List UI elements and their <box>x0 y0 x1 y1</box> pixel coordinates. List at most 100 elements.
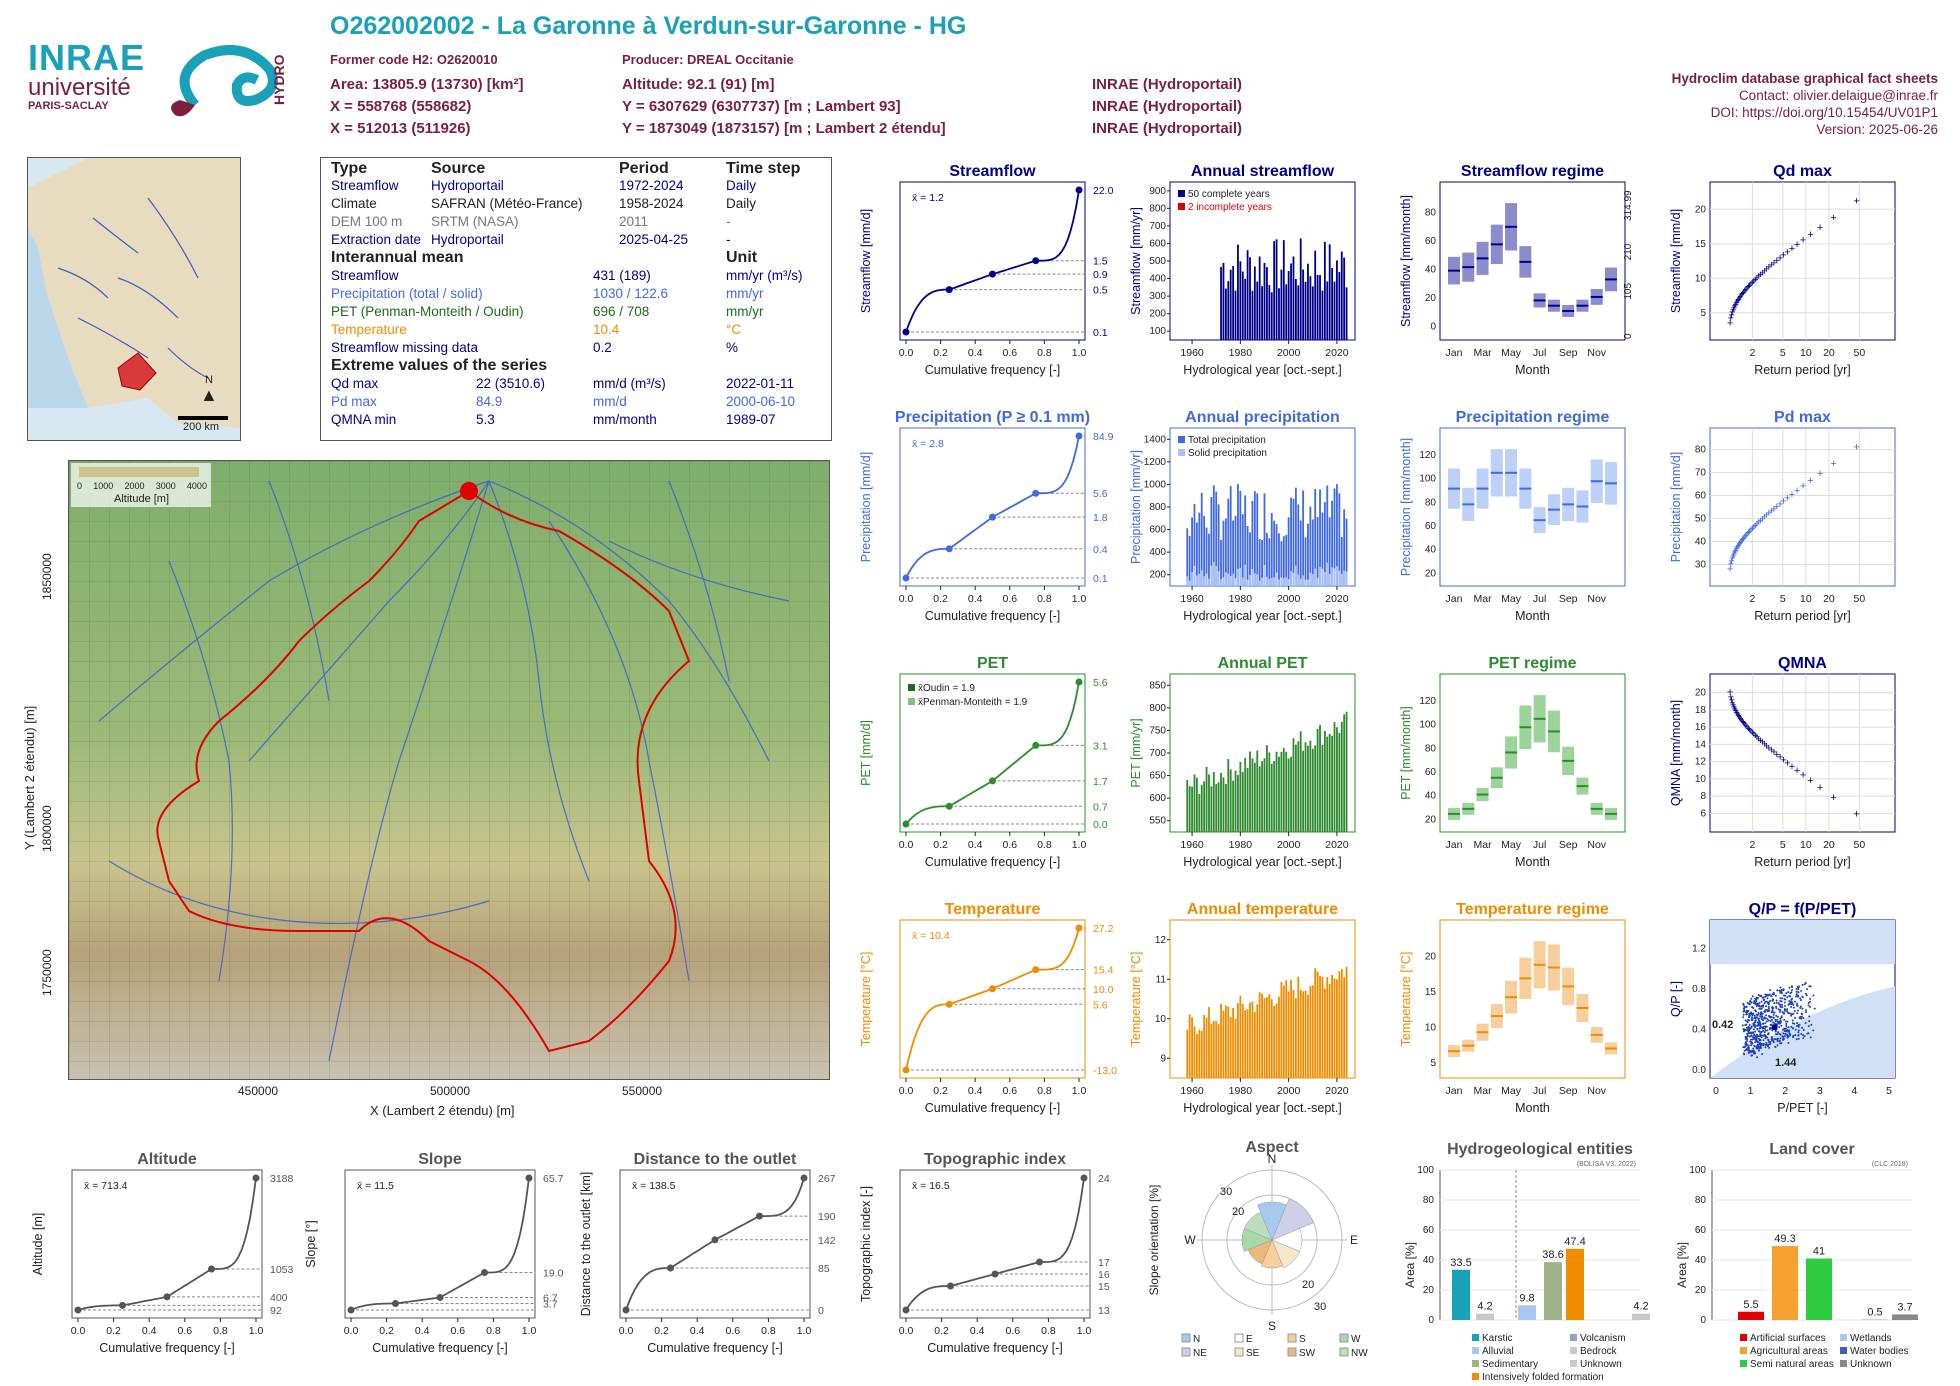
annual-bar-solid <box>1338 570 1341 586</box>
data-point: + <box>1807 475 1813 487</box>
annual-bar-solid <box>1340 573 1343 586</box>
data-point <box>1756 1041 1759 1044</box>
data-point <box>1757 993 1760 996</box>
annual-bar <box>1205 527 1208 586</box>
station-marker[interactable] <box>460 482 478 500</box>
data-point <box>1766 1018 1769 1021</box>
annual-bar <box>1331 974 1334 1078</box>
month-label: Jan <box>1446 347 1463 359</box>
data-point <box>1754 1030 1757 1033</box>
legend-label: Karstic <box>1482 1333 1513 1344</box>
data-point <box>1775 1007 1778 1010</box>
data-point <box>1768 1046 1771 1049</box>
annual-bar-solid <box>1200 570 1203 586</box>
factsheet-version: Version: 2025-06-26 <box>1816 122 1938 137</box>
data-point: + <box>1731 548 1737 560</box>
annual-bar-solid <box>1198 573 1201 586</box>
data-point: + <box>1748 278 1754 290</box>
plot-frame <box>1439 181 1626 341</box>
data-point <box>1794 1016 1797 1019</box>
data-point: + <box>1780 496 1786 508</box>
data-point: + <box>1729 307 1735 319</box>
y-tick-label: 10 <box>1695 774 1707 785</box>
data-point: + <box>1738 290 1744 302</box>
annual-bar <box>1302 269 1305 340</box>
annual-bar <box>1193 503 1196 586</box>
annual-bar-solid <box>1215 565 1218 586</box>
factsheet-contact[interactable]: Contact: olivier.delaigue@inrae.fr <box>1738 88 1938 103</box>
data-point <box>1759 1033 1762 1036</box>
annual-bar-solid <box>1263 565 1266 586</box>
annual-bar <box>1217 782 1220 832</box>
data-point <box>1747 1016 1750 1019</box>
data-point <box>1772 991 1775 994</box>
data-point: + <box>1800 234 1806 246</box>
row-period: 2011 <box>619 214 649 229</box>
data-point <box>1780 1024 1783 1027</box>
annual-bar <box>1287 517 1290 586</box>
data-point: + <box>1745 723 1751 735</box>
annual-bar <box>1307 523 1309 586</box>
legend-label: NW <box>1351 1348 1368 1359</box>
chart-title: Distance to the outlet <box>634 1151 797 1168</box>
data-point <box>1769 999 1772 1002</box>
y-tick-label: 8 <box>1700 791 1706 802</box>
annual-bar <box>1336 979 1338 1078</box>
data-point: + <box>1777 252 1783 264</box>
x-tick-label: 1960 <box>1180 839 1204 851</box>
data-point <box>1786 1008 1789 1011</box>
data-point: + <box>1784 492 1790 504</box>
landcover-chart: Land cover (CLC 2018) Area [%] 0 20 40 60 80 100… <box>1675 1141 1918 1370</box>
data-point <box>1799 997 1802 1000</box>
factsheet-doi[interactable]: DOI: https://doi.org/10.15454/UV01P1 <box>1710 105 1938 120</box>
data-point <box>1764 993 1767 996</box>
row-step: Daily <box>726 196 757 211</box>
data-point: + <box>1749 277 1755 289</box>
annual-bar-solid <box>1309 572 1312 586</box>
extreme-header: Extreme values of the series <box>331 357 548 374</box>
x-tick-label: 2000 <box>1277 1085 1301 1097</box>
annual-bar <box>1319 724 1321 832</box>
data-point: + <box>1727 687 1733 699</box>
data-point <box>1793 1010 1796 1013</box>
right-tick-label: 0 <box>818 1305 824 1317</box>
legend-swatch <box>1740 1334 1747 1341</box>
legend-title: Altitude [m] <box>114 493 170 505</box>
data-point <box>1786 1036 1789 1039</box>
data-point <box>1760 1000 1763 1003</box>
data-point <box>1768 1009 1771 1012</box>
legend-swatch <box>1234 1347 1244 1357</box>
data-point <box>1758 1005 1761 1008</box>
annual-bar <box>1241 271 1244 340</box>
bar-value-label: 47.4 <box>1564 1236 1585 1248</box>
annual-bar-solid <box>1208 578 1210 586</box>
info-table: Type Source Period Time step Streamflow … <box>320 157 832 441</box>
data-point: + <box>1732 545 1738 557</box>
annual-bar-solid <box>1222 577 1225 586</box>
x-tick-label: 0.4 <box>690 1325 705 1337</box>
x-axis-label: Cumulative frequency [-] <box>925 363 1060 377</box>
data-point: + <box>1739 716 1745 728</box>
data-point <box>1760 995 1763 998</box>
annual-bar <box>1302 750 1305 832</box>
chart-title: Aspect <box>1245 1139 1299 1156</box>
row-type: Extraction date <box>331 232 422 247</box>
bar <box>1862 1319 1888 1320</box>
data-point: + <box>1817 782 1823 794</box>
annual-bar <box>1278 756 1280 832</box>
y-tick-label: 15 <box>1695 239 1707 250</box>
month-label: Jan <box>1446 593 1463 605</box>
data-point <box>1767 1045 1770 1048</box>
streamflow_regime-chart: Streamflow regime Month Streamflow [mm/mon… <box>1399 163 1634 377</box>
data-point <box>1767 1006 1770 1009</box>
quantile-point <box>902 328 910 336</box>
data-point <box>1753 999 1756 1002</box>
y-tick-label: 1400 <box>1144 434 1167 445</box>
data-point: + <box>1774 749 1780 761</box>
data-point <box>1748 1000 1751 1003</box>
x-tick-label: 1.0 <box>1072 347 1087 359</box>
data-point <box>1753 1024 1756 1027</box>
y-tick-label: 6 <box>1700 808 1706 819</box>
legend-swatch <box>1570 1360 1577 1367</box>
